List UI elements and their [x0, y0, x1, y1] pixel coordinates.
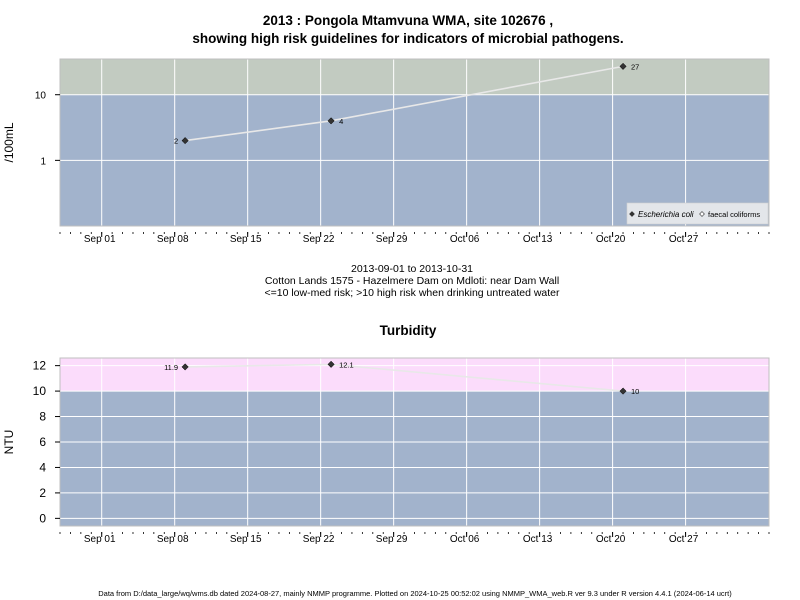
legend-marker-0 [629, 211, 635, 217]
turbidity-data-point [619, 387, 627, 395]
turbidity-risk-band-1 [60, 358, 769, 392]
turbidity-y-tick-label: 0 [39, 511, 46, 525]
turbidity-x-tick-label: Sep 22 [303, 534, 335, 545]
legend-box [626, 202, 769, 225]
micro-x-tick-label: Oct 06 [450, 234, 480, 245]
chart-title: 2013 : Pongola Mtamvuna WMA, site 102676… [262, 13, 554, 28]
micro-x-tick-label: Oct 13 [523, 234, 553, 245]
turbidity-y-tick-label: 4 [39, 460, 46, 474]
micro-x-tick-label: Oct 20 [596, 234, 626, 245]
micro-y-tick-label: 10 [35, 91, 47, 102]
micro-plot-frame [59, 58, 770, 227]
turbidity-data-label: 10 [631, 387, 639, 396]
date-range-caption: 2013-09-01 to 2013-10-31 [350, 263, 473, 275]
micro-x-tick-label: Sep 29 [376, 234, 408, 245]
micro-data-point [181, 137, 189, 145]
turbidity-data-label: 12.1 [339, 360, 354, 369]
turbidity-y-axis-label: NTU [2, 430, 16, 455]
turbidity-x-tick-label: Sep 01 [84, 534, 116, 545]
turbidity-y-tick-label: 12 [33, 359, 47, 373]
turbidity-title: Turbidity [379, 323, 437, 338]
legend-label-0: Escherichia coli [638, 210, 694, 219]
turbidity-x-tick-label: Oct 13 [523, 534, 553, 545]
turbidity-x-tick-label: Oct 27 [669, 534, 699, 545]
micro-data-label: 4 [339, 117, 343, 126]
micro-x-tick-label: Sep 15 [230, 234, 262, 245]
risk-caption: <=10 low-med risk; >10 high risk when dr… [264, 287, 560, 299]
turbidity-y-tick-label: 10 [33, 384, 47, 398]
footer-note: Data from D:/data_large/wq/wms.db dated … [98, 589, 732, 598]
micro-y-axis-label: /100mL [2, 122, 16, 162]
micro-x-tick-label: Sep 08 [157, 234, 189, 245]
turbidity-risk-band-0 [60, 391, 769, 526]
micro-x-tick-label: Sep 22 [303, 234, 335, 245]
micro-risk-band-1 [60, 59, 769, 95]
turbidity-y-tick-label: 8 [39, 410, 46, 424]
chart-subtitle: showing high risk guidelines for indicat… [192, 31, 624, 46]
micro-data-point [619, 62, 627, 70]
turbidity-x-tick-label: Sep 15 [230, 534, 262, 545]
turbidity-data-label: 11.9 [164, 363, 178, 372]
legend-marker-1 [699, 211, 705, 217]
turbidity-data-point [327, 360, 335, 368]
micro-x-tick-label: Oct 27 [669, 234, 699, 245]
micro-x-tick-label: Sep 01 [84, 234, 116, 245]
turbidity-x-tick-label: Sep 29 [376, 534, 408, 545]
micro-data-label: 2 [174, 137, 178, 146]
site-caption: Cotton Lands 1575 - Hazelmere Dam on Mdl… [264, 275, 560, 287]
micro-y-tick-label: 1 [40, 156, 46, 167]
turbidity-x-tick-label: Oct 06 [450, 534, 480, 545]
micro-data-label: 27 [631, 62, 639, 71]
legend-label-1: faecal coliforms [708, 210, 760, 219]
turbidity-x-tick-label: Sep 08 [157, 534, 189, 545]
turbidity-y-tick-label: 6 [39, 435, 46, 449]
turbidity-x-tick-label: Oct 20 [596, 534, 626, 545]
turbidity-data-point [181, 363, 189, 371]
turbidity-y-tick-label: 2 [39, 486, 46, 500]
micro-data-point [327, 117, 335, 125]
